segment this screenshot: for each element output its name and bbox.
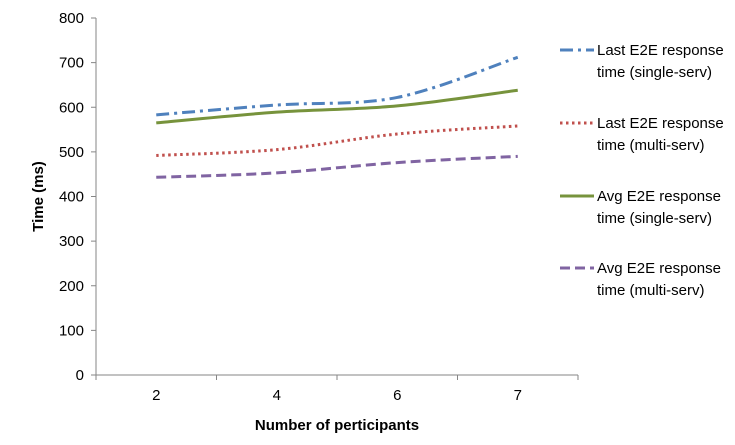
x-tick-label: 4 (273, 387, 281, 404)
x-tick-label: 7 (514, 387, 522, 404)
legend-label-line: time (single-serv) (597, 64, 712, 81)
x-tick-label: 6 (393, 387, 401, 404)
legend-label-line: time (single-serv) (597, 210, 712, 227)
legend-label-line: Last E2E response (597, 42, 724, 59)
y-tick-label: 600 (59, 99, 84, 116)
legend-label-line: time (multi-serv) (597, 282, 705, 299)
y-tick-label: 700 (59, 55, 84, 72)
legend-label-4: Avg E2E response time (multi-serv) (597, 260, 721, 299)
legend-label-3: Avg E2E response time (single-serv) (597, 188, 721, 227)
series-line-1 (156, 55, 519, 117)
legend-label-line: time (multi-serv) (597, 137, 705, 154)
series-line-3 (156, 88, 518, 125)
legend: Last E2E response time (single-serv)Last … (560, 42, 724, 299)
y-tick-label: 500 (59, 144, 84, 161)
y-tick-label: 100 (59, 322, 84, 339)
series-layer (156, 55, 519, 179)
legend-label-1: Last E2E response time (single-serv) (597, 42, 724, 81)
y-tick-label: 0 (76, 367, 84, 384)
legend-label-line: Last E2E response (597, 115, 724, 132)
x-tick-label: 2 (152, 387, 160, 404)
y-tick-label: 800 (59, 10, 84, 27)
y-tick-label: 400 (59, 189, 84, 206)
chart-axes: 0 100 200 300 400 500 600 700 800 2 4 6 7 (59, 10, 579, 404)
y-axis-title: Time (ms) (30, 161, 47, 232)
series-line-4 (156, 154, 518, 179)
y-tick-label: 300 (59, 233, 84, 250)
series-line-2 (156, 124, 518, 157)
legend-label-line: Avg E2E response (597, 188, 721, 205)
y-tick-label: 200 (59, 278, 84, 295)
legend-label-line: Avg E2E response (597, 260, 721, 277)
legend-label-2: Last E2E response time (multi-serv) (597, 115, 724, 154)
x-axis-title: Number of perticipants (255, 417, 419, 434)
